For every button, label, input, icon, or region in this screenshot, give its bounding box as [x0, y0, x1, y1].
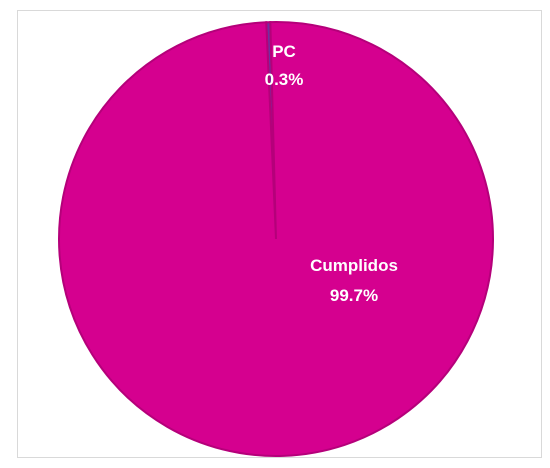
slice-label-percent-pc: 0.3% [265, 70, 304, 89]
chart-frame: PC 0.3% Cumplidos 99.7% [17, 10, 542, 458]
slice-label-name-cumplidos: Cumplidos [310, 256, 398, 275]
pie-slices [58, 21, 494, 457]
pie-chart: PC 0.3% Cumplidos 99.7% [58, 21, 494, 457]
pie-slice-cumplidos [58, 21, 494, 457]
slice-label-percent-cumplidos: 99.7% [330, 286, 378, 305]
pie-labels: PC 0.3% Cumplidos 99.7% [265, 42, 398, 305]
slice-label-name-pc: PC [272, 42, 296, 61]
